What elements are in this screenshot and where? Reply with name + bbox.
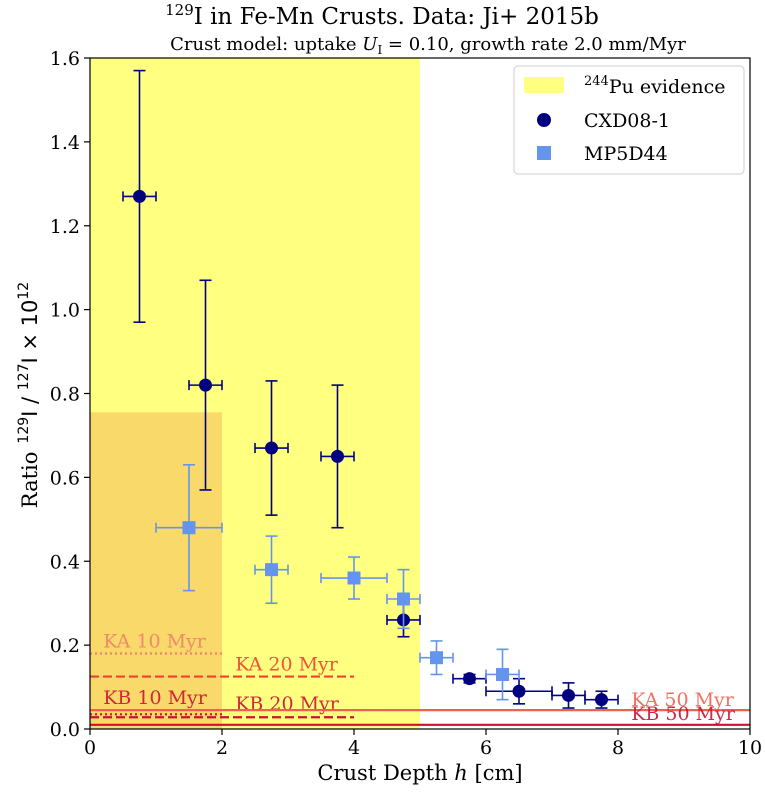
y-tick-label: 0.8 (50, 384, 80, 406)
y-axis: 0.0 0.2 0.4 0.6 0.8 1.0 1.2 1.4 1.6 (50, 48, 90, 741)
data-point (512, 684, 526, 698)
y-axis-label: Ratio 129I / 127I × 1012 (16, 282, 42, 508)
y-tick-label: 1.0 (50, 300, 80, 322)
overlap-region (90, 412, 222, 729)
legend-swatch-pu (524, 77, 564, 93)
y-axis-label-sup1: 129 (16, 417, 32, 444)
y-axis-label-sup2: 127 (16, 363, 32, 390)
subtitle-subscript: I (377, 43, 382, 57)
data-point (430, 651, 443, 665)
data-series (122, 69, 619, 709)
model-line-label-3: KB 20 Myr (235, 693, 340, 715)
y-tick-label: 0.0 (50, 719, 80, 741)
model-line-label-0: KA 10 Myr (103, 630, 207, 652)
y-axis-label-sup3: 12 (16, 282, 32, 300)
x-axis-label-prefix: Crust Depth (317, 761, 454, 785)
x-tick-label: 8 (612, 737, 624, 759)
data-point (182, 521, 196, 535)
data-point (265, 441, 278, 455)
data-point (562, 688, 575, 702)
title-text: I in Fe-Mn Crusts. Data: Ji+ 2015b (194, 4, 599, 30)
y-tick-label: 0.4 (50, 551, 80, 573)
data-point (265, 563, 278, 577)
data-point (595, 693, 608, 707)
legend-label-pu-sup: 244 (584, 74, 609, 89)
x-tick-label: 6 (480, 737, 492, 759)
y-tick-label: 1.4 (50, 132, 80, 154)
legend: 244Pu evidence CXD08-1 MP5D44 (513, 65, 745, 175)
x-axis-label-suffix: [cm] (468, 761, 523, 785)
legend-label-mp: MP5D44 (584, 143, 668, 165)
chart-title: 129I in Fe-Mn Crusts. Data: Ji+ 2015b (165, 1, 599, 30)
data-point (463, 672, 476, 686)
data-point (496, 667, 509, 681)
y-tick-label: 1.6 (50, 48, 80, 70)
legend-label-cxd: CXD08-1 (584, 110, 670, 132)
series-CXD08-1 (122, 69, 619, 709)
legend-label-pu-text: Pu evidence (609, 76, 726, 98)
data-point (133, 189, 146, 203)
x-tick-label: 0 (84, 737, 96, 759)
plot-area: KA 10 Myr KA 20 Myr KB 10 Myr KB 20 Myr KA 5… (89, 57, 751, 730)
legend-box (513, 65, 745, 175)
chart-subtitle: Crust model: uptake UI = 0.10, growth ra… (170, 34, 686, 57)
data-point (397, 592, 410, 606)
x-tick-label: 10 (738, 737, 762, 759)
legend-marker-cxd (537, 113, 551, 127)
x-axis: 0 2 4 6 8 10 (84, 729, 762, 759)
title-superscript: 129 (165, 1, 194, 19)
legend-marker-mp (537, 146, 551, 160)
x-axis-label-variable: h (454, 761, 468, 785)
data-point (347, 571, 361, 585)
data-point (331, 449, 344, 463)
y-axis-label-mid: I / (18, 390, 42, 417)
model-line-label-1: KA 20 Myr (235, 653, 339, 675)
model-line-label-4: KA 50 Myr (631, 689, 735, 711)
y-axis-label-word: Ratio (18, 452, 42, 509)
subtitle-variable: U (362, 34, 378, 55)
y-axis-label-end: I × 10 (18, 300, 42, 364)
y-tick-label: 0.2 (50, 635, 80, 657)
series-MP5D44 (155, 463, 520, 701)
subtitle-prefix: Crust model: uptake (170, 34, 362, 55)
data-point (199, 378, 212, 392)
x-tick-label: 4 (348, 737, 360, 759)
y-tick-label: 1.2 (50, 216, 80, 238)
y-tick-label: 0.6 (50, 467, 80, 489)
model-line-label-2: KB 10 Myr (103, 687, 208, 709)
subtitle-suffix: = 0.10, growth rate 2.0 mm/Myr (382, 34, 686, 55)
model-lines: KA 10 Myr KA 20 Myr KB 10 Myr KB 20 Myr KA 5… (90, 630, 750, 726)
model-line-label-5: KB 50 Myr (631, 703, 736, 725)
legend-label-pu: 244Pu evidence (584, 74, 725, 98)
x-axis-label: Crust Depth h [cm] (317, 761, 522, 785)
x-tick-label: 2 (216, 737, 228, 759)
